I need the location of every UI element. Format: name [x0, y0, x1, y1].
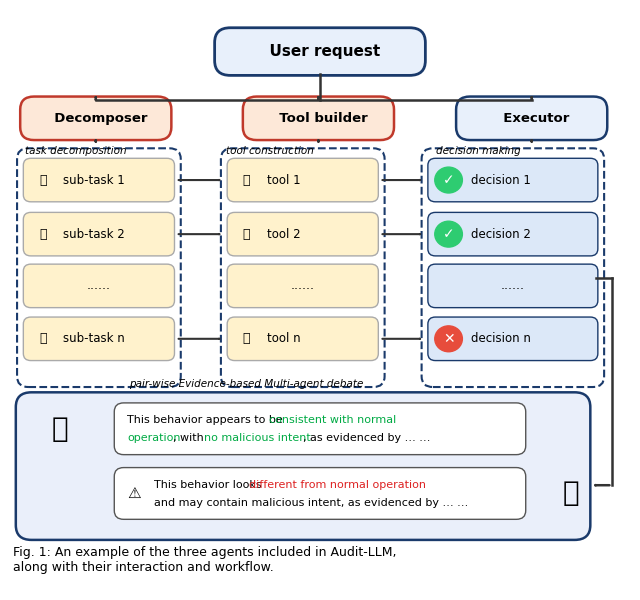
Text: tool construction: tool construction	[226, 146, 314, 156]
Text: sub-task n: sub-task n	[63, 332, 125, 346]
Text: decision 2: decision 2	[470, 227, 531, 241]
Circle shape	[435, 221, 462, 247]
FancyBboxPatch shape	[23, 317, 175, 361]
Text: and may contain malicious intent, as evidenced by … …: and may contain malicious intent, as evi…	[154, 497, 468, 508]
Text: 📋: 📋	[39, 227, 47, 241]
Text: Fig. 1: An example of the three agents included in Audit-LLM,
along with their i: Fig. 1: An example of the three agents i…	[13, 546, 396, 574]
Text: ⚠️: ⚠️	[128, 486, 142, 501]
Text: decision n: decision n	[470, 332, 531, 346]
Text: This behavior looks: This behavior looks	[154, 480, 265, 490]
FancyBboxPatch shape	[23, 212, 175, 256]
Text: tool 2: tool 2	[267, 227, 300, 241]
Text: 🤖: 🤖	[563, 479, 579, 508]
Text: sub-task 2: sub-task 2	[63, 227, 125, 241]
Text: ......: ......	[291, 280, 315, 292]
FancyBboxPatch shape	[428, 158, 598, 202]
Text: tool n: tool n	[267, 332, 300, 346]
Text: ......: ......	[501, 280, 525, 292]
Circle shape	[435, 326, 462, 352]
Text: different from normal operation: different from normal operation	[249, 480, 426, 490]
Text: sub-task 1: sub-task 1	[63, 173, 125, 187]
Text: decision making: decision making	[436, 146, 521, 156]
Text: task decomposition: task decomposition	[25, 146, 127, 156]
FancyBboxPatch shape	[23, 158, 175, 202]
Text: ......: ......	[87, 280, 111, 292]
FancyBboxPatch shape	[456, 97, 607, 140]
Text: 🔨: 🔨	[243, 332, 250, 346]
FancyBboxPatch shape	[227, 158, 378, 202]
FancyBboxPatch shape	[23, 264, 175, 308]
Text: 🔨: 🔨	[243, 227, 250, 241]
FancyBboxPatch shape	[227, 212, 378, 256]
Text: consistent with normal: consistent with normal	[269, 415, 396, 425]
FancyBboxPatch shape	[20, 97, 172, 140]
FancyBboxPatch shape	[115, 403, 525, 455]
Text: 📋: 📋	[39, 173, 47, 187]
Text: This behavior appears to be: This behavior appears to be	[127, 415, 287, 425]
Text: Executor: Executor	[494, 112, 570, 125]
FancyBboxPatch shape	[115, 467, 525, 520]
FancyBboxPatch shape	[227, 317, 378, 361]
Text: 📋: 📋	[39, 332, 47, 346]
Text: , as evidenced by … …: , as evidenced by … …	[303, 433, 431, 443]
Text: Decomposer: Decomposer	[45, 112, 147, 125]
FancyBboxPatch shape	[16, 392, 590, 540]
FancyBboxPatch shape	[428, 264, 598, 308]
Text: ✕: ✕	[443, 332, 454, 346]
Text: ✓: ✓	[443, 227, 454, 241]
Text: ✓: ✓	[443, 173, 454, 187]
Circle shape	[435, 167, 462, 193]
Text: tool 1: tool 1	[267, 173, 300, 187]
FancyBboxPatch shape	[428, 317, 598, 361]
Text: operation: operation	[127, 433, 181, 443]
Text: 🔨: 🔨	[243, 173, 250, 187]
FancyBboxPatch shape	[214, 28, 426, 76]
Text: 🤖: 🤖	[51, 415, 68, 443]
Text: no malicious intent: no malicious intent	[204, 433, 310, 443]
FancyBboxPatch shape	[227, 264, 378, 308]
Text: decision 1: decision 1	[470, 173, 531, 187]
FancyBboxPatch shape	[243, 97, 394, 140]
Text: Tool builder: Tool builder	[269, 112, 367, 125]
Text: , with: , with	[173, 433, 207, 443]
Text: pair-wise Evidence-based Multi-agent debate: pair-wise Evidence-based Multi-agent deb…	[129, 379, 363, 389]
FancyBboxPatch shape	[428, 212, 598, 256]
Text: User request: User request	[259, 44, 381, 59]
